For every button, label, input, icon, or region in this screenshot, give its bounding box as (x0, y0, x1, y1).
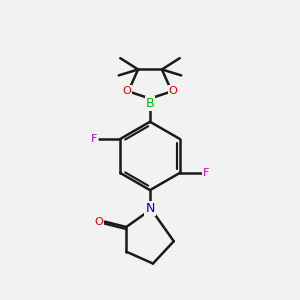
Text: O: O (122, 86, 131, 96)
Text: N: N (145, 202, 155, 215)
Text: F: F (91, 134, 97, 144)
Text: F: F (203, 168, 209, 178)
Text: O: O (169, 86, 178, 96)
Text: B: B (146, 97, 154, 110)
Text: O: O (94, 217, 103, 226)
